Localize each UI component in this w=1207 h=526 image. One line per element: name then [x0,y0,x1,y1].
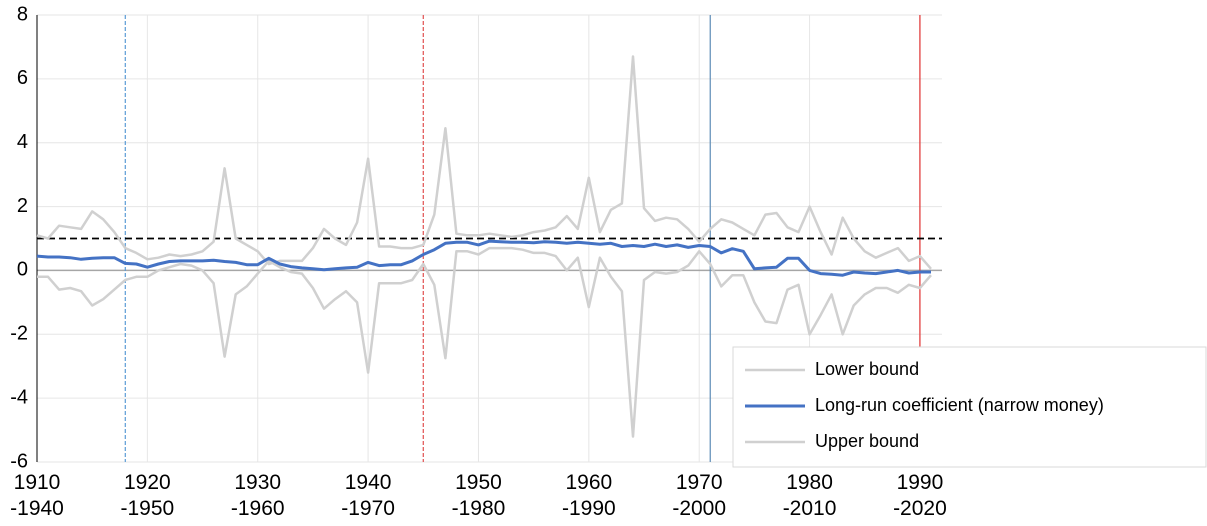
y-tick-label: -6 [10,450,28,472]
legend-label: Upper bound [815,431,919,451]
legend-label: Long-run coefficient (narrow money) [815,395,1104,415]
x-tick-label: 1940 -1970 [341,471,395,520]
legend-box [732,346,1207,468]
x-tick-label: 1930 -1960 [230,471,285,520]
y-tick-label: 6 [17,67,28,89]
series-line [37,246,932,438]
x-tick-label: 1950 -1980 [451,471,506,520]
x-tick-label: 1920 -1950 [120,471,175,520]
y-tick-label: 8 [17,3,28,25]
x-tick-label: 1910 -1940 [10,471,64,520]
x-tick-label: 1990 -2020 [893,471,947,520]
x-tick-label: 1980 -2010 [782,471,837,520]
y-tick-label: 2 [17,195,28,217]
legend-label: Lower bound [815,359,919,379]
series-line [36,55,932,270]
x-tick-label: 1970 -2000 [672,471,727,520]
y-tick-label: 0 [17,259,28,281]
y-tick-label: 4 [17,131,28,153]
y-tick-label: -2 [10,323,28,345]
y-tick-label: -4 [10,386,28,408]
series-line [36,239,931,277]
x-tick-label: 1960 -1990 [561,471,616,520]
